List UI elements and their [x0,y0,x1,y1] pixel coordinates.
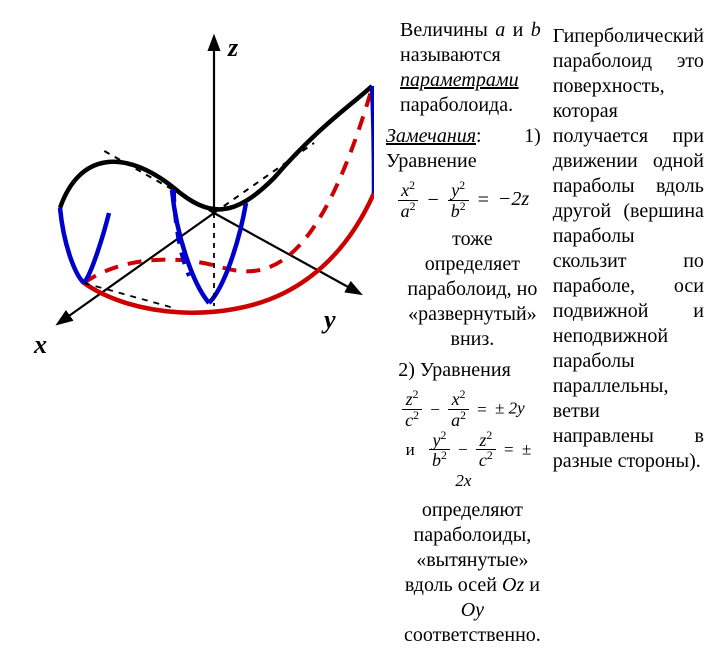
t: Величины [400,19,495,41]
hyperbolic-paraboloid-diagram: z y x [24,18,374,654]
t: и [505,19,531,41]
var-a: a [495,19,505,41]
t: называются [400,44,501,66]
parameters-word: параметрами [400,69,519,91]
svg-text:y: y [321,305,336,334]
equation-1: x2a2 − y2b2 = −2z тоже определяет парабо… [386,180,541,648]
equation-2: z2c2 − x2a2 = ± 2y и y2b2 − z2c2 = ± 2x [386,389,541,492]
t: параболоида. [400,94,513,116]
remark-1: Замечания: 1) Уравнение [386,124,541,174]
remark-1-text: тоже определяет параболоид, но «разверну… [386,227,541,352]
remark-label: Замечания [386,125,476,147]
remark-2-label: 2) Уравнения [386,358,541,383]
t: соответственно. [404,624,541,646]
axis-oz: Oz [502,574,524,596]
axis-oy: Oy [461,599,484,621]
t: и [524,574,540,596]
var-b: b [531,19,541,41]
bottom-paragraph: Гиперболический параболоид это поверхнос… [553,24,704,654]
svg-text:z: z [227,33,239,62]
definition-text: Гиперболический параболоид это поверхнос… [553,24,704,474]
remark-2-text: определяют параболоиды, «вытянутые» вдол… [386,498,541,648]
rhs: −2z [498,188,529,210]
svg-text:x: x [33,330,47,359]
intro-line: Величины a и b называются параметрами па… [386,18,541,118]
